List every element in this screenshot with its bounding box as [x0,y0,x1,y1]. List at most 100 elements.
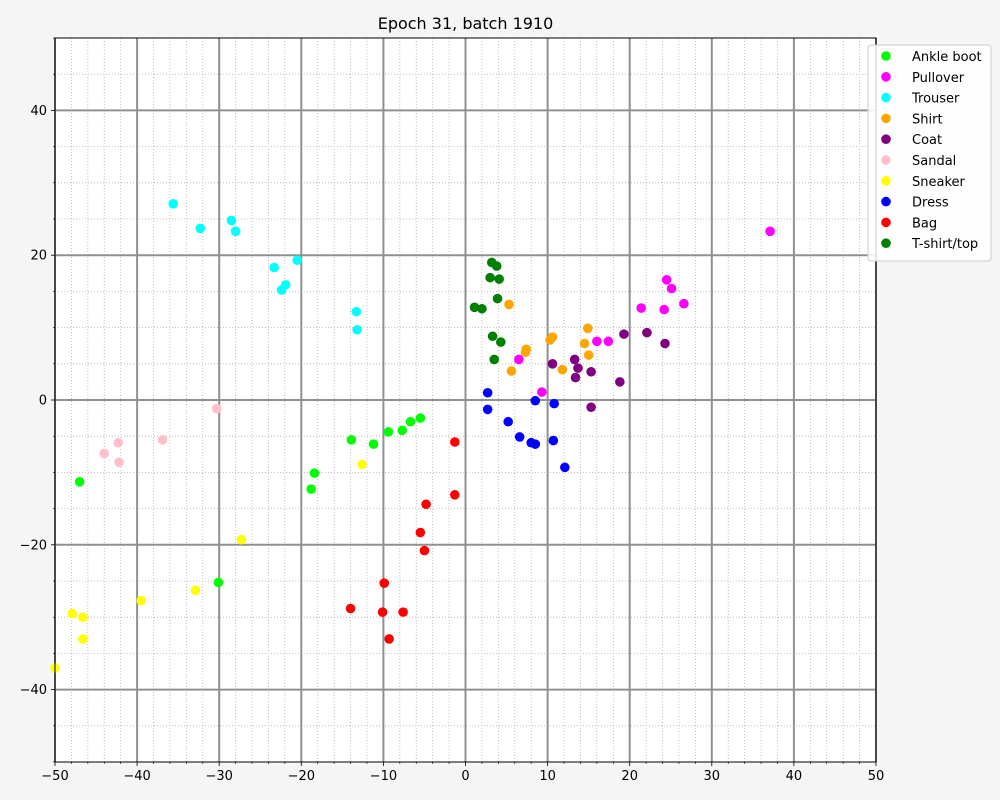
series-shirt [504,299,594,376]
data-point [579,338,590,349]
data-point [547,359,558,369]
data-point [450,490,460,500]
data-point [494,274,504,284]
data-point [661,275,672,285]
legend-item: Bag [881,216,937,231]
x-tick-label: 0 [461,769,469,784]
legend-item: Dress [881,196,949,211]
data-point [213,577,224,588]
axis-ticks: −50 −40 −30 −20 −10 0 10 20 30 40 50 −40 −20 0 20 40 [20,37,885,784]
legend-label: Dress [912,196,949,211]
legend-label: T-shirt/top [911,237,978,252]
data-point [491,261,502,271]
data-point [573,363,583,373]
data-point [603,336,614,347]
data-point [168,198,179,209]
data-point [383,427,394,437]
data-point [482,404,493,415]
legend-marker [881,92,891,103]
data-point [521,344,532,355]
data-points [50,198,775,673]
legend-item: Pullover [881,71,965,86]
legend-box [867,44,992,262]
data-point [485,272,495,283]
x-tick-label: 10 [539,769,556,784]
x-tick-label: −50 [41,769,68,784]
data-point [345,603,356,614]
data-point [415,413,426,423]
data-point [269,262,280,273]
data-point [504,299,514,310]
data-point [489,354,500,365]
data-point [503,416,513,427]
x-tick-label: 50 [868,769,885,784]
data-point [636,303,646,313]
data-point [583,323,593,334]
data-point [487,331,498,342]
series-bag [345,437,460,644]
x-tick-label: −40 [123,769,150,784]
data-point [660,338,670,349]
data-point [615,377,625,387]
data-point [379,578,390,588]
legend-marker [881,72,891,82]
data-point [560,462,570,473]
series-t-shirt-top [469,257,506,365]
data-point [415,527,426,538]
data-point [190,585,201,596]
data-point [397,425,408,436]
data-point [583,350,594,360]
data-point [419,545,430,556]
y-tick-label: 0 [39,394,47,409]
legend-item: Trouser [881,92,960,107]
data-point [368,439,379,449]
data-point [659,304,669,315]
data-point [99,448,110,459]
x-tick-label: 20 [621,769,638,784]
data-point [592,336,602,347]
data-point [195,223,206,234]
data-point [514,432,525,442]
legend-marker [881,134,891,144]
data-point [450,437,460,447]
data-point [570,372,581,383]
data-point [74,477,85,487]
data-point [557,364,568,375]
y-tick-label: −20 [20,538,47,553]
data-point [236,534,247,545]
legend-item: Sandal [881,154,956,169]
data-point [384,634,394,644]
y-tick-label: 40 [30,104,47,119]
data-point [547,332,558,342]
series-sneaker [50,459,367,673]
data-point [492,293,503,304]
legend-marker [881,238,891,248]
data-point [280,280,291,290]
data-point [642,327,652,338]
data-point [306,484,316,494]
legend: Ankle boot Pullover Trouser Shirt Coat Sandal… [867,44,992,262]
data-point [357,459,367,470]
data-point [113,437,124,448]
data-point [619,329,629,339]
data-point [586,366,596,377]
legend-marker [881,113,891,124]
data-point [530,439,541,449]
y-tick-label: 20 [30,249,47,264]
legend-label: Sneaker [912,175,966,190]
legend-item: Coat [881,133,942,148]
x-tick-label: −10 [370,769,397,784]
data-point [226,215,237,226]
series-ankle-boot [74,413,426,588]
x-tick-label: −20 [288,769,315,784]
legend-item: Ankle boot [881,50,982,65]
legend-marker [881,176,891,186]
series-trouser [168,198,362,335]
chart-title: Epoch 31, batch 1910 [378,14,554,33]
data-point [482,387,493,398]
data-point [549,398,559,409]
legend-label: Shirt [912,112,943,127]
legend-label: Coat [912,133,942,148]
data-point [514,354,524,365]
